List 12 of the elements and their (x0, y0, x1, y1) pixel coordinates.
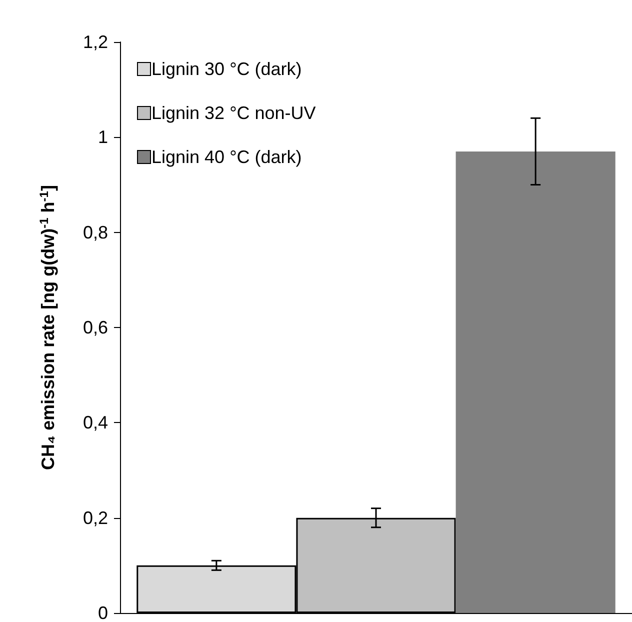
y-tick-label: 0,6 (82, 318, 108, 338)
y-tick-label: 0,8 (82, 222, 108, 242)
y-tick-label: 1,2 (82, 32, 108, 52)
y-tick-label: 1 (98, 127, 108, 148)
legend-label: Lignin 40 °C (dark) (152, 147, 302, 167)
legend-label: Lignin 32 °C non-UV (152, 103, 316, 123)
y-axis-title: CH₄ emission rate [ng g(dw)-1 h-1] (37, 185, 58, 470)
legend-label: Lignin 30 °C (dark) (152, 59, 302, 79)
bar (456, 151, 616, 613)
y-tick-label: 0,2 (82, 508, 108, 528)
y-tick-label: 0,4 (82, 412, 108, 433)
y-tick-label: 0 (98, 603, 108, 622)
